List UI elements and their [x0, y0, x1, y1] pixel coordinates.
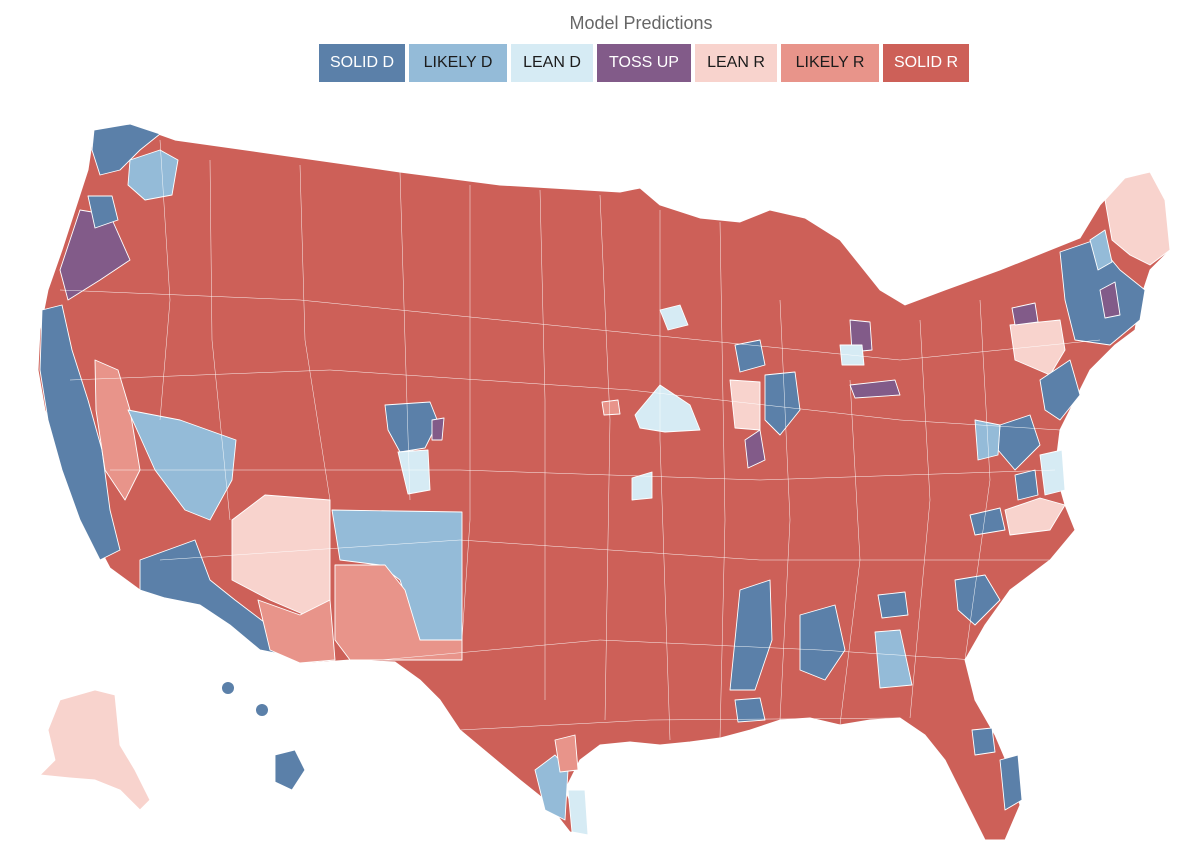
region-pennsylvania-east	[1009, 319, 1066, 376]
us-map-svg	[37, 123, 1171, 841]
region-nc-piedmont	[969, 507, 1006, 536]
region-washington-east	[127, 149, 179, 201]
region-georgia-atlanta	[877, 591, 909, 619]
region-alabama-black-belt	[799, 604, 846, 681]
legend-lean-d[interactable]: LEAN D	[511, 44, 593, 82]
region-arizona-south	[257, 599, 336, 664]
region-nebraska-likely	[601, 399, 621, 416]
region-north-carolina-triangle	[1004, 497, 1066, 536]
region-maine-north	[1104, 171, 1171, 266]
region-florida-south	[999, 754, 1023, 811]
legend-lean-r[interactable]: LEAN R	[695, 44, 777, 82]
region-sc-lowcountry	[954, 574, 1001, 626]
region-florida-orlando	[971, 727, 996, 756]
region-upstate-ny-toss	[1011, 302, 1039, 326]
region-iowa-toss	[744, 429, 766, 469]
region-nevada-south	[127, 409, 237, 521]
region-colorado-toss	[431, 417, 445, 441]
district-map	[0, 100, 1200, 858]
region-minnesota-metro	[659, 304, 689, 331]
region-utah-central	[397, 449, 431, 495]
region-nj-coast	[1039, 359, 1081, 421]
region-texas-likely-r	[554, 734, 579, 773]
region-georgia-southwest	[874, 629, 913, 689]
region-utah-salt-lake	[384, 401, 439, 453]
region-ohio-toss	[849, 379, 901, 399]
region-new-hampshire	[1099, 281, 1121, 319]
region-illinois-chicago	[764, 371, 801, 436]
legend-toss-up[interactable]: TOSS UP	[597, 44, 691, 82]
region-virginia-likely	[974, 419, 1001, 461]
map-title: Model Predictions	[569, 13, 713, 33]
region-richmond	[1014, 469, 1039, 501]
region-alaska	[39, 689, 151, 811]
legend-likely-d[interactable]: LIKELY D	[409, 44, 507, 82]
region-texas-valley	[567, 789, 589, 836]
region-ny-hudson	[1089, 229, 1113, 271]
region-california-south	[139, 539, 286, 656]
region-california-central	[94, 359, 141, 501]
region-hawaii-maui	[256, 704, 268, 716]
region-virginia-lean	[1039, 449, 1066, 496]
region-wisconsin	[734, 339, 766, 373]
region-illinois-lean-r	[729, 379, 761, 431]
legend-likely-r[interactable]: LIKELY R	[781, 44, 879, 82]
district-borders	[59, 139, 1101, 741]
legend-solid-r[interactable]: SOLID R	[883, 44, 969, 82]
rating-legend: SOLID D LIKELY D LEAN D TOSS UP LEAN R L…	[319, 44, 969, 82]
region-hawaii-oahu	[222, 682, 234, 694]
region-california-coast	[39, 304, 121, 561]
region-oregon-portland	[87, 195, 119, 229]
region-hawaii-big-island	[274, 749, 306, 791]
region-louisiana	[734, 697, 766, 723]
legend-solid-d[interactable]: SOLID D	[319, 44, 405, 82]
region-mississippi-delta	[729, 579, 773, 691]
region-kansas-west	[631, 471, 653, 501]
region-michigan-east	[849, 319, 873, 353]
